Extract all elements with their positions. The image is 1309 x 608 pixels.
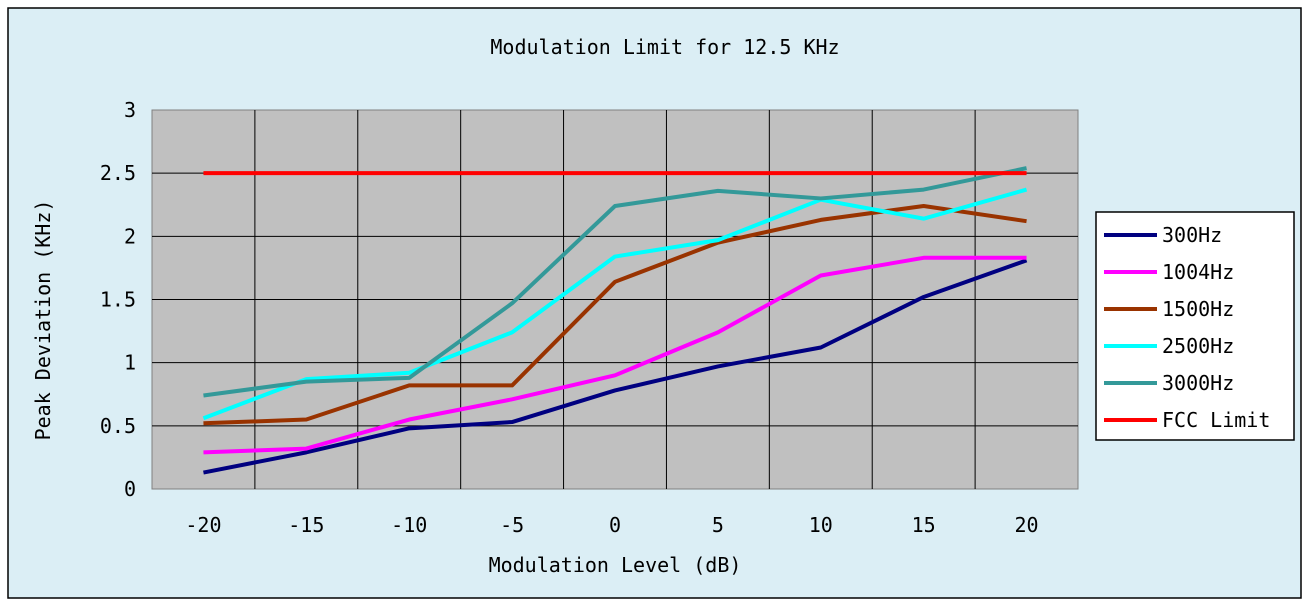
x-tick-label: 5 xyxy=(712,513,724,537)
x-tick-label: -20 xyxy=(185,513,221,537)
y-tick-label: 3 xyxy=(124,98,136,122)
x-tick-label: 15 xyxy=(912,513,936,537)
y-axis-label: Peak Deviation (KHz) xyxy=(31,200,55,441)
x-tick-label: 10 xyxy=(809,513,833,537)
y-tick-label: 0 xyxy=(124,477,136,501)
y-tick-label: 2 xyxy=(124,224,136,248)
x-tick-label: 20 xyxy=(1015,513,1039,537)
legend-box xyxy=(1095,211,1295,441)
x-axis-ticks: -20 -15 -10 -5 0 5 10 15 20 xyxy=(185,513,1038,537)
series-line xyxy=(203,258,1028,475)
x-tick-label: -5 xyxy=(500,513,524,537)
x-tick-label: -10 xyxy=(391,513,427,537)
series-line xyxy=(202,187,1028,421)
legend-label: 300Hz xyxy=(1162,223,1222,247)
legend: 300Hz 1004Hz 1500Hz 2500Hz 3000Hz FCC Limit xyxy=(1095,211,1295,441)
x-tick-label: 0 xyxy=(609,513,621,537)
legend-label: FCC Limit xyxy=(1162,408,1270,432)
x-tick-label: -15 xyxy=(288,513,324,537)
legend-label: 3000Hz xyxy=(1162,371,1234,395)
legend-label: 1500Hz xyxy=(1162,297,1234,321)
legend-label: 1004Hz xyxy=(1162,260,1234,284)
chart-title: Modulation Limit for 12.5 KHz xyxy=(490,35,839,59)
y-axis-ticks: 0 0.5 1 1.5 2 2.5 3 xyxy=(100,98,136,501)
y-tick-label: 1 xyxy=(124,351,136,375)
x-axis-label: Modulation Level (dB) xyxy=(489,553,742,577)
y-tick-label: 0.5 xyxy=(100,414,136,438)
y-tick-label: 1.5 xyxy=(100,288,136,312)
series-line xyxy=(203,255,1027,455)
series-line xyxy=(203,166,1027,398)
series-lines xyxy=(202,166,1028,475)
legend-label: 2500Hz xyxy=(1162,334,1234,358)
y-tick-label: 2.5 xyxy=(100,161,136,185)
